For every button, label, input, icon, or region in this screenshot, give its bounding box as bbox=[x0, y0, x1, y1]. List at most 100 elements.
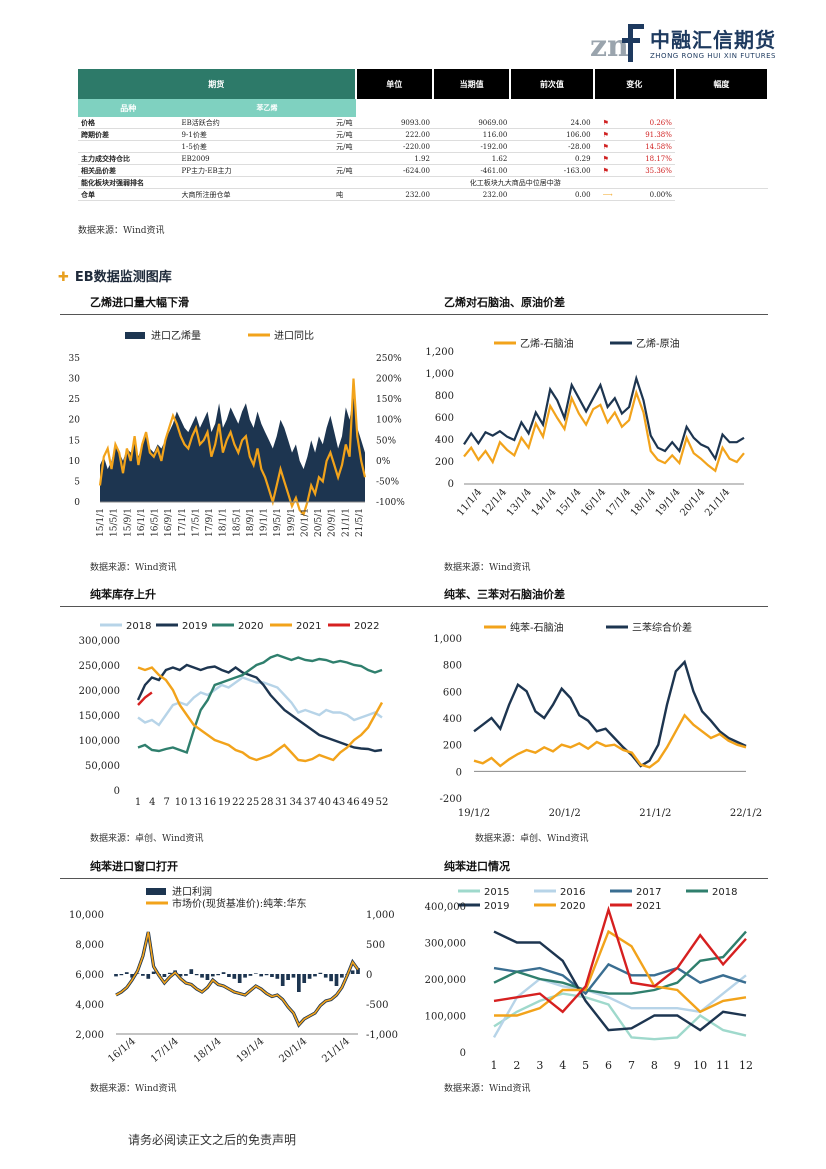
row-unit: 元/吨 bbox=[333, 140, 356, 153]
row-pct-cell: ⚑ 0.26% bbox=[593, 117, 675, 129]
right-arrow-icon: ⟶ bbox=[602, 190, 613, 199]
row-pct: 18.17% bbox=[645, 154, 672, 163]
y-right-tick: 150% bbox=[376, 395, 402, 405]
x-tick: 43 bbox=[333, 797, 346, 808]
legend-import-profit-label: 进口利润 bbox=[172, 885, 212, 898]
import-profit-bar bbox=[264, 974, 269, 976]
x-tick: 16 bbox=[203, 797, 216, 808]
divider-3 bbox=[60, 878, 768, 879]
section-title: ✚ EB数据监测图库 bbox=[58, 266, 172, 285]
y-tick: 100,000 bbox=[79, 736, 120, 747]
import-profit-bar bbox=[227, 974, 231, 977]
table-row: 跨期价差 9-1价差 元/吨 222.00 116.00 106.00 ⚑ 91.38% bbox=[78, 128, 768, 141]
x-tick: 20/5/1 bbox=[314, 508, 324, 537]
row-label: 跨期价差 bbox=[78, 128, 179, 141]
row-current: 9093.00 bbox=[355, 117, 433, 129]
y-left-tick: 10,000 bbox=[69, 910, 104, 921]
import-profit-bar bbox=[141, 974, 145, 976]
y-left-tick: 8,000 bbox=[75, 940, 104, 951]
legend-benzene-naphtha-label: 纯苯-石脑油 bbox=[510, 621, 564, 634]
x-tick: 21/1/2 bbox=[639, 808, 671, 819]
chart6-source: 数据来源：Wind资讯 bbox=[444, 1084, 531, 1094]
row-unit bbox=[333, 152, 356, 165]
section-title-text: EB数据监测图库 bbox=[74, 270, 172, 285]
x-tick: 1 bbox=[135, 797, 141, 808]
red-flag-icon: ⚑ bbox=[602, 118, 609, 127]
ethylene-crude-line bbox=[463, 374, 745, 462]
x-tick: 22 bbox=[232, 797, 245, 808]
company-logo: zn 中融汇信期货 ZHONG RONG HUI XIN FUTURES bbox=[588, 20, 778, 64]
row-unit: 元/吨 bbox=[333, 117, 356, 129]
y-right-tick: 50% bbox=[376, 436, 396, 446]
x-tick: 15/1/4 bbox=[554, 487, 583, 519]
x-tick: 10 bbox=[693, 1059, 707, 1072]
row-item bbox=[178, 176, 334, 189]
y-tick: 200 bbox=[443, 741, 462, 752]
y-tick: 800 bbox=[443, 661, 462, 672]
table-row: 主力成交持仓比 EB2009 1.92 1.62 0.29 ⚑ 18.17% bbox=[78, 152, 768, 165]
inventory-line-2019 bbox=[136, 663, 383, 753]
y-left-tick: 20 bbox=[69, 416, 81, 426]
x-tick: 18/5/1 bbox=[232, 508, 242, 537]
import-profit-bar bbox=[302, 974, 307, 983]
y-tick: 100,000 bbox=[425, 1012, 466, 1023]
import-profit-bar bbox=[243, 974, 247, 978]
y-tick: 1,000 bbox=[433, 634, 462, 645]
y-tick: 400 bbox=[435, 435, 454, 446]
table-source: 数据来源：Wind资讯 bbox=[78, 226, 165, 236]
import-profit-bar bbox=[124, 972, 129, 974]
y-tick: 0 bbox=[456, 767, 462, 778]
legend-spot-price-label: 市场价(现货基准价):纯苯:华东 bbox=[172, 897, 307, 910]
chart3-title: 纯苯库存上升 bbox=[90, 588, 156, 601]
y-left-tick: 5 bbox=[74, 477, 80, 487]
y-tick: 1,000 bbox=[425, 369, 454, 380]
row-previous: 232.00 bbox=[432, 188, 511, 201]
row-item: 1-5价差 bbox=[178, 140, 334, 153]
x-tick: 7 bbox=[628, 1059, 635, 1072]
legend-2019-label: 2019 bbox=[484, 901, 509, 912]
x-tick: 2 bbox=[513, 1059, 520, 1072]
yoy-line bbox=[98, 378, 367, 517]
import-profit-bar bbox=[340, 974, 344, 978]
znf-logo-mark: zn bbox=[590, 24, 644, 64]
row-pct: 0.00% bbox=[649, 190, 672, 199]
import-profit-bar bbox=[280, 974, 285, 986]
row-current: -220.00 bbox=[355, 140, 433, 153]
x-tick: 20/1/1 bbox=[300, 508, 310, 537]
row-label: 仓单 bbox=[78, 188, 179, 201]
x-tick: 18/1/4 bbox=[192, 1036, 224, 1065]
x-tick: 21/1/4 bbox=[320, 1036, 352, 1065]
red-flag-icon: ⚑ bbox=[602, 166, 609, 175]
x-tick: 18/1/4 bbox=[629, 487, 658, 519]
x-tick: 19/1/4 bbox=[235, 1036, 267, 1065]
import-profit-bar bbox=[237, 974, 242, 983]
import-profit-bar bbox=[194, 974, 199, 976]
x-tick: 16/1/4 bbox=[106, 1036, 138, 1065]
row-note: 化工板块九大商品中位居中游 bbox=[355, 176, 675, 189]
import-profit-bar bbox=[356, 968, 360, 974]
chart2-source: 数据来源：Wind资讯 bbox=[444, 563, 531, 573]
row-previous: 116.00 bbox=[432, 128, 511, 141]
import-profit-bar bbox=[178, 974, 183, 977]
x-tick: 15/1/1 bbox=[96, 508, 106, 537]
x-tick: 19 bbox=[218, 797, 231, 808]
legend-2020-label: 2020 bbox=[238, 621, 263, 632]
y-tick: 1,200 bbox=[425, 347, 454, 358]
x-tick: 12 bbox=[739, 1059, 753, 1072]
y-tick: 250,000 bbox=[79, 661, 120, 672]
imports-line-2019 bbox=[493, 930, 747, 1032]
three-benzene-line bbox=[473, 659, 747, 768]
x-tick: 52 bbox=[376, 797, 389, 808]
row-pct-cell: ⟶ 0.00% bbox=[593, 188, 675, 201]
row-item: 9-1价差 bbox=[178, 128, 334, 141]
y-right-tick: 0% bbox=[376, 457, 391, 467]
y-right-tick: 500 bbox=[366, 940, 385, 951]
import-profit-bar bbox=[167, 972, 172, 974]
x-tick: 40 bbox=[318, 797, 331, 808]
row-unit bbox=[333, 176, 356, 189]
x-tick: 20/1/4 bbox=[277, 1036, 309, 1065]
import-profit-bar bbox=[200, 974, 204, 978]
x-tick: 19/9/1 bbox=[287, 508, 297, 537]
row-label: 主力成交持仓比 bbox=[78, 152, 179, 165]
x-tick: 25 bbox=[246, 797, 259, 808]
